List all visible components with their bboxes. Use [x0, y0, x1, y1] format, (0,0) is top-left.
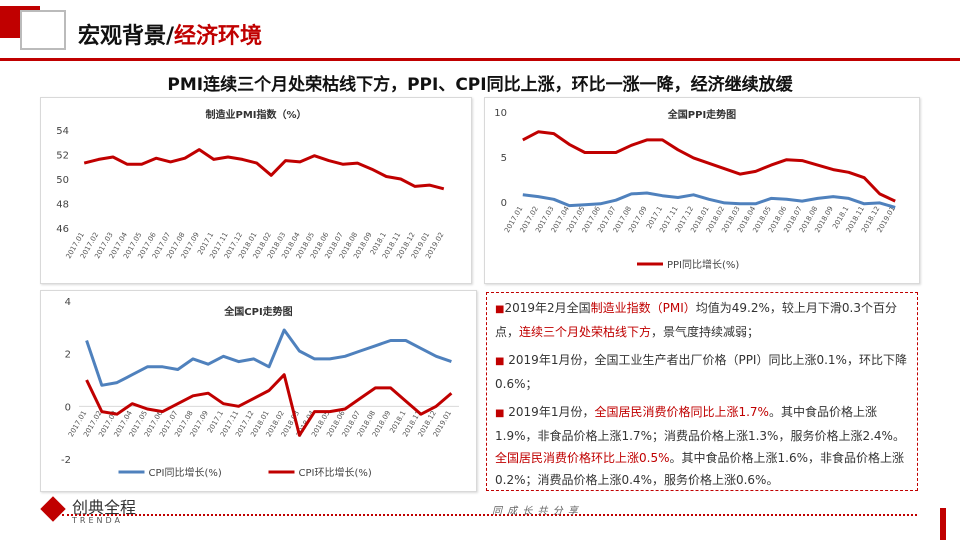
analysis-notes: ■2019年2月全国制造业指数（PMI）均值为49.2%，较上月下滑0.3个百分… [486, 292, 918, 491]
note-pmi: ■2019年2月全国制造业指数（PMI）均值为49.2%，较上月下滑0.3个百分… [495, 301, 897, 339]
ppi-series-line-1 [522, 191, 896, 209]
pmi-y-tick-label: 50 [56, 175, 69, 186]
bullet-icon: ■ [495, 304, 505, 315]
cpi-chart-title: 全国CPI走势图 [223, 305, 292, 318]
header-divider [0, 58, 960, 61]
ppi-series-line-0 [522, 130, 896, 203]
logo-text: 创典全程 [72, 498, 137, 517]
header-decoration-frame [20, 10, 66, 50]
pmi-chart: 制造业PMI指数（%）46485052542017.012017.022017.… [56, 108, 445, 260]
slide-subtitle: PMI连续三个月处荣枯线下方，PPI、CPI同比上涨，环比一涨一降，经济继续放缓 [167, 75, 793, 95]
page-title-part2: 经济环境 [174, 24, 263, 49]
note-cpi-highlight2: 全国居民消费价格环比上涨0.5% [495, 451, 670, 465]
ppi-chart: 全国PPI走势图05102017.012017.022017.032017.04… [494, 108, 897, 271]
ppi-chart-panel: 全国PPI走势图 0 5 10 2017.01 2017.02 2017.03 2017.04… [484, 97, 920, 284]
ppi-y-tick-label: 0 [501, 198, 507, 209]
cpi-y-tick-label: 2 [65, 350, 71, 361]
footer-divider [62, 514, 917, 516]
cpi-chart-panel: 全国CPI走势图 -2 0 2 4 2017.01 2017.02 2017.03 2017.0… [40, 290, 477, 492]
page-title: 宏观背景/经济环境 [78, 18, 262, 50]
bullet-icon: ■ [495, 408, 505, 419]
bullet-icon: ■ [495, 356, 505, 367]
pmi-chart-panel: 制造业PMI指数（%） 46 48 50 52 54 2017.01 2017.02 2017.… [40, 97, 472, 284]
note-pmi-highlight: 制造业指数（PMI） [590, 301, 696, 315]
pmi-y-tick-label: 48 [56, 200, 69, 211]
cpi-series-line-1 [85, 373, 453, 437]
cpi-legend-label: CPI环比增长(%) [299, 466, 372, 479]
pmi-series-line-0 [83, 148, 445, 191]
note-pmi-highlight2: 连续三个月处荣枯线下方 [519, 325, 652, 339]
pmi-chart-title: 制造业PMI指数（%） [205, 108, 306, 121]
cpi-y-tick-label: 0 [65, 402, 71, 413]
cpi-legend-label: CPI同比增长(%) [149, 466, 222, 479]
note-cpi-highlight: 全国居民消费价格同比上涨1.7% [594, 405, 769, 419]
pmi-y-tick-label: 46 [56, 224, 69, 235]
cpi-y-tick-label: -2 [61, 455, 71, 466]
ppi-legend-label: PPI同比增长(%) [667, 258, 739, 271]
cpi-y-tick-label: 4 [65, 297, 71, 308]
ppi-y-tick-label: 5 [501, 153, 507, 164]
footer-slogan: 同 成 长 共 分 享 [492, 506, 579, 517]
ppi-y-tick-label: 10 [494, 108, 507, 119]
note-ppi: ■ 2019年1月份，全国工业生产者出厂价格（PPI）同比上涨0.1%，环比下降… [495, 353, 907, 391]
note-cpi: ■ 2019年1月份，全国居民消费价格同比上涨1.7%。其中食品价格上涨1.9%… [495, 405, 905, 487]
cpi-series-line-0 [85, 328, 452, 387]
logo-subtext: TRENDA [72, 516, 123, 525]
ppi-chart-title: 全国PPI走势图 [667, 108, 736, 121]
cpi-chart: 全国CPI走势图-20242017.012017.022017.032017.0… [61, 297, 459, 479]
pmi-y-tick-label: 54 [56, 126, 69, 137]
footer-corner-decoration [940, 508, 946, 540]
logo-icon [40, 496, 66, 522]
page-title-part1: 宏观背景/ [78, 24, 175, 49]
pmi-y-tick-label: 52 [56, 151, 69, 162]
